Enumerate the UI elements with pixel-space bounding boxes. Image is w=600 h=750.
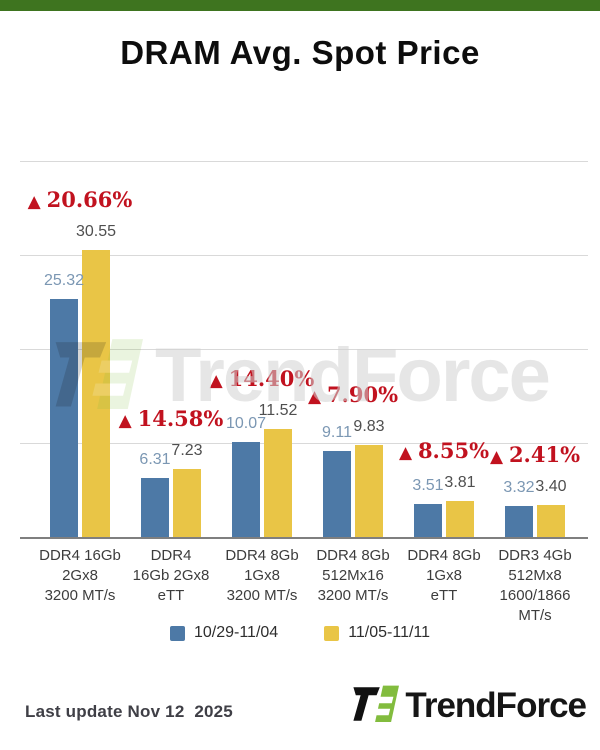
legend-label: 11/05-11/11 bbox=[348, 624, 431, 641]
x-axis-label: DDR4 16Gb 2Gx8 eTT bbox=[132, 547, 210, 604]
triangle-up-icon: ▲ bbox=[307, 386, 327, 407]
bar-10/29-11/04-3 bbox=[323, 451, 351, 537]
legend-entry: 11/05-11/11 bbox=[324, 624, 430, 642]
bar-10/29-11/04-0 bbox=[50, 298, 78, 537]
x-axis-label: DDR4 8Gb 512Mx16 3200 MT/s bbox=[316, 547, 390, 604]
triangle-up-icon: ▲ bbox=[209, 370, 229, 391]
triangle-up-icon: ▲ bbox=[398, 443, 418, 464]
brand-name: TrendForce bbox=[405, 685, 587, 725]
value-label: 3.51 bbox=[412, 477, 444, 494]
bar-10/29-11/04-1 bbox=[141, 477, 169, 537]
value-label: 9.11 bbox=[322, 424, 352, 442]
gridline-30 bbox=[20, 255, 588, 256]
bar-10/29-11/04-2 bbox=[232, 442, 260, 537]
bar-11/05-11/11-0 bbox=[82, 249, 110, 537]
value-label: 25.32 bbox=[43, 271, 85, 289]
legend-swatch-icon bbox=[169, 625, 185, 641]
value-label: 6.31 bbox=[139, 450, 171, 468]
value-label: 9.83 bbox=[353, 417, 385, 435]
legend: 10/29-11/04 11/05-11/11 bbox=[0, 624, 600, 642]
bar-11/05-11/11-4 bbox=[446, 501, 474, 537]
triangle-up-icon: ▲ bbox=[27, 191, 47, 212]
bar-11/05-11/11-1 bbox=[173, 469, 201, 537]
change-badge: ▲ 14.40% bbox=[209, 365, 315, 391]
triangle-up-icon: ▲ bbox=[489, 447, 509, 468]
top-accent-bar bbox=[0, 0, 600, 11]
value-label: 7.23 bbox=[171, 442, 203, 460]
x-axis-label: DDR3 4Gb 512Mx8 1600/1866 MT/s bbox=[498, 547, 572, 624]
bar-chart: 25.32 30.55 ▲ 20.66% DDR4 16Gb 2Gx8 3200 MT/s… bbox=[20, 161, 588, 624]
value-label: 3.32 bbox=[503, 478, 535, 496]
change-badge: ▲ 8.55% bbox=[398, 438, 490, 464]
x-axis-label: DDR4 16Gb 2Gx8 3200 MT/s bbox=[39, 547, 121, 604]
value-label: 30.55 bbox=[75, 222, 117, 240]
x-axis-label: DDR4 8Gb 1Gx8 3200 MT/s bbox=[225, 547, 299, 604]
bar-11/05-11/11-5 bbox=[537, 505, 565, 537]
bar-10/29-11/04-4 bbox=[414, 504, 442, 537]
change-badge: ▲ 20.66% bbox=[27, 186, 133, 212]
change-badge: ▲ 14.58% bbox=[118, 406, 224, 432]
change-badge: ▲ 7.90% bbox=[307, 381, 399, 407]
value-label: 3.40 bbox=[535, 478, 567, 496]
footer: Last update Nov 12 2025 TrendForce bbox=[0, 680, 600, 740]
triangle-up-icon: ▲ bbox=[118, 411, 138, 432]
x-axis-label: DDR4 8Gb 1Gx8 eTT bbox=[407, 547, 481, 604]
legend-swatch-icon bbox=[324, 625, 340, 641]
bar-11/05-11/11-3 bbox=[355, 444, 383, 537]
bar-11/05-11/11-2 bbox=[264, 428, 292, 537]
gridline-40 bbox=[20, 161, 588, 162]
legend-label: 10/29-11/04 bbox=[193, 624, 279, 641]
last-update-text: Last update Nov 12 2025 bbox=[25, 702, 233, 721]
brand-lockup: TrendForce bbox=[351, 684, 587, 727]
value-label: 11.52 bbox=[258, 401, 298, 419]
gridline-10 bbox=[20, 443, 588, 444]
value-label: 10.07 bbox=[225, 415, 267, 433]
chart-title: DRAM Avg. Spot Price bbox=[120, 34, 480, 71]
x-axis-line bbox=[20, 537, 588, 539]
change-badge: ▲ 2.41% bbox=[489, 442, 581, 468]
trendforce-logo-icon bbox=[351, 684, 400, 727]
bar-10/29-11/04-5 bbox=[505, 505, 533, 537]
legend-entry: 10/29-11/04 bbox=[169, 624, 279, 642]
gridline-20 bbox=[20, 349, 588, 350]
value-label: 3.81 bbox=[444, 474, 476, 492]
